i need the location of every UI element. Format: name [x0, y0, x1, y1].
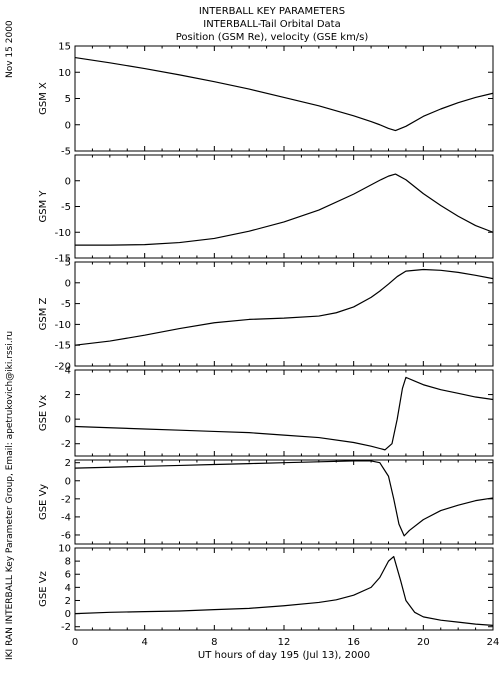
x-tick-label: 20 [417, 637, 430, 648]
y-tick-label: 6 [65, 570, 71, 581]
y-tick-label: -20 [55, 362, 71, 373]
series-line [74, 376, 494, 451]
y-axis-label: GSE Vx [38, 395, 49, 431]
header-line-3: Position (GSM Re), velocity (GSE km/s) [176, 32, 369, 43]
panel-1: -5 0 5 10 15 GSM X [38, 42, 494, 158]
y-axis-label: GSE Vz [38, 571, 49, 607]
y-tick-label: -2 [61, 439, 71, 450]
x-tick-label: 8 [211, 637, 217, 648]
side-date: Nov 15 2000 [5, 20, 15, 78]
y-tick-label: -2 [61, 622, 71, 633]
y-tick-label: -6 [61, 530, 71, 541]
y-tick-label: 4 [65, 583, 71, 594]
y-tick-label: 0 [65, 415, 71, 426]
x-tick-label: 24 [487, 637, 500, 648]
series-line [74, 56, 494, 132]
series-line [74, 555, 494, 627]
panel-frame [74, 154, 494, 259]
panel-frame [74, 459, 494, 545]
x-axis-tick-labels: 0 4 8 12 16 20 24 [72, 637, 500, 648]
y-axis-label: GSE Vy [38, 484, 49, 520]
y-tick-label: 2 [65, 458, 71, 469]
y-tick-label: -5 [61, 202, 71, 213]
y-tick-label: 15 [58, 42, 71, 53]
panel-frame [74, 45, 494, 152]
panel-5: -6 -4 -2 0 2 GSE Vy [38, 458, 494, 545]
y-tick-label: -10 [55, 228, 71, 239]
series-line [74, 268, 494, 346]
panel-2: -15 -10 -5 0 GSM Y [38, 154, 494, 265]
y-tick-label: 4 [65, 366, 71, 377]
series-line [74, 460, 494, 537]
x-tick-label: 16 [347, 637, 360, 648]
header-line-1: INTERBALL KEY PARAMETERS [199, 6, 345, 17]
y-tick-label: 10 [58, 68, 71, 79]
x-tick-label: 0 [72, 637, 78, 648]
panel-frame [74, 369, 494, 457]
panel-frame [74, 261, 494, 367]
side-credit: IKI RAN INTERBALL Key Parameter Group, E… [5, 331, 15, 660]
y-tick-label: 0 [65, 476, 71, 487]
y-tick-label: -4 [61, 512, 71, 523]
y-tick-label: 10 [58, 544, 71, 555]
x-tick-label: 12 [278, 637, 291, 648]
y-tick-label: -5 [61, 147, 71, 158]
y-axis-label: GSM X [38, 82, 49, 115]
y-tick-label: 0 [65, 120, 71, 131]
y-tick-label: 2 [65, 596, 71, 607]
y-tick-label: 0 [65, 176, 71, 187]
x-axis-label: UT hours of day 195 (Jul 13), 2000 [198, 650, 370, 661]
y-tick-label: -5 [61, 299, 71, 310]
y-axis-label: GSM Z [38, 297, 49, 330]
y-tick-label: 0 [65, 278, 71, 289]
header-line-2: INTERBALL-Tail Orbital Data [203, 19, 340, 30]
panel-4: -2 0 2 4 GSE Vx [38, 366, 494, 457]
y-tick-label: -15 [55, 254, 71, 265]
y-tick-label: -15 [55, 341, 71, 352]
panel-3: -20 -15 -10 -5 0 5 GSM Z [38, 258, 494, 373]
y-tick-label: 5 [65, 94, 71, 105]
y-tick-label: 2 [65, 390, 71, 401]
x-tick-label: 4 [141, 637, 147, 648]
y-axis-label: GSM Y [38, 190, 49, 223]
y-tick-label: -2 [61, 494, 71, 505]
y-tick-label: 8 [65, 557, 71, 568]
y-tick-label: 5 [65, 258, 71, 269]
series-line [75, 173, 494, 246]
y-tick-label: -10 [55, 320, 71, 331]
y-tick-label: 0 [65, 609, 71, 620]
panel-6: -2 0 2 4 6 8 10 GSE Vz [38, 544, 494, 633]
